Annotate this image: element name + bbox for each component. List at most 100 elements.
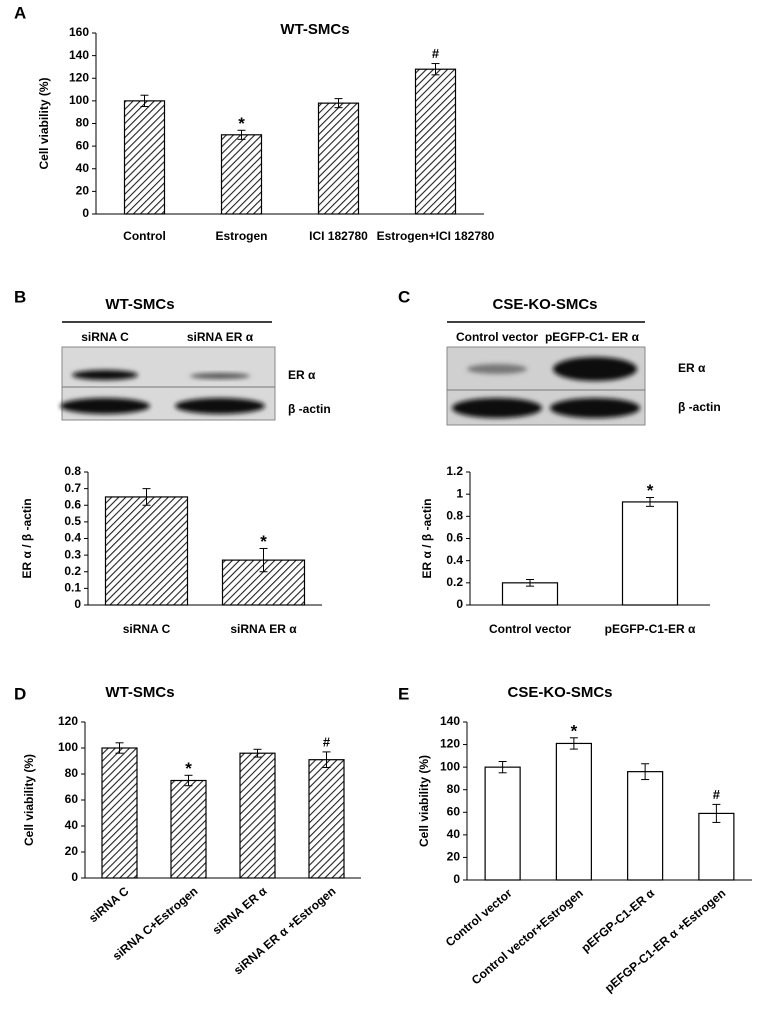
y-tick-label: 0.4	[64, 531, 81, 545]
y-tick-label: 60	[447, 804, 461, 818]
y-tick-label: 0.8	[64, 464, 81, 478]
bar	[104, 496, 189, 606]
y-tick-label: 0	[71, 870, 78, 884]
x-tick-label: siRNA C	[123, 622, 171, 636]
annotation: *	[647, 481, 654, 500]
y-tick-label: 0.3	[64, 547, 81, 561]
x-tick-label: siRNA C	[86, 884, 132, 926]
y-tick-label: 100	[69, 93, 89, 107]
x-tick-label: pEGFP-C1-ER α	[605, 622, 696, 636]
band-label: β -actin	[678, 400, 721, 414]
chart-title: WT-SMCs	[280, 21, 349, 38]
bar	[484, 766, 521, 881]
lane-label: siRNA C	[81, 330, 129, 344]
annotation: #	[432, 46, 440, 61]
y-tick-label: 0.2	[446, 575, 463, 589]
y-tick-label: 140	[440, 714, 460, 728]
band	[452, 398, 542, 418]
y-tick-label: 0.5	[64, 514, 81, 528]
band	[175, 398, 265, 414]
y-tick-label: 160	[69, 25, 89, 39]
bar	[308, 759, 345, 879]
y-tick-label: 0.7	[64, 481, 81, 495]
lane-label: pEGFP-C1- ER α	[545, 330, 640, 344]
bar	[101, 747, 138, 879]
annotation: *	[238, 114, 245, 133]
band-label: ER α	[288, 368, 316, 382]
lane-label: Control vector	[456, 330, 538, 344]
chart-title: WT-SMCs	[105, 684, 174, 701]
y-tick-label: 0.2	[64, 564, 81, 578]
blot-title: CSE-KO-SMCs	[492, 296, 597, 313]
panel-letter: D	[14, 684, 26, 703]
band	[60, 398, 150, 414]
bar	[414, 68, 457, 215]
band	[72, 370, 138, 380]
y-tick-label: 1	[456, 486, 463, 500]
y-tick-label: 80	[65, 766, 79, 780]
y-tick-label: 120	[58, 714, 78, 728]
band-label: ER α	[678, 361, 706, 375]
x-tick-label: siRNA ER α	[210, 884, 270, 938]
y-axis-label: Cell viability (%)	[22, 754, 36, 846]
lane-label: siRNA ER α	[187, 330, 254, 344]
panel-letter: E	[398, 684, 409, 703]
annotation: *	[185, 759, 192, 778]
y-tick-label: 20	[447, 850, 461, 864]
y-axis-label: ER α / β -actin	[20, 498, 34, 578]
y-tick-label: 100	[440, 759, 460, 773]
x-tick-label: Estrogen+ICI 182780	[377, 229, 495, 243]
y-tick-label: 100	[58, 740, 78, 754]
chart-title: CSE-KO-SMCs	[507, 684, 612, 701]
bar	[317, 102, 360, 215]
x-tick-label: Estrogen	[215, 229, 267, 243]
y-tick-label: 0.4	[446, 553, 463, 567]
y-tick-label: 0.1	[64, 581, 81, 595]
y-tick-label: 40	[447, 827, 461, 841]
y-tick-label: 80	[76, 116, 90, 130]
y-tick-label: 120	[69, 70, 89, 84]
y-tick-label: 60	[65, 792, 79, 806]
annotation: #	[323, 734, 331, 749]
y-tick-label: 0.6	[64, 497, 81, 511]
y-axis-label: Cell viability (%)	[417, 755, 431, 847]
bar	[170, 779, 207, 879]
x-tick-label: pEFGP-C1-ER α +Estrogen	[602, 886, 728, 995]
y-tick-label: 20	[65, 844, 79, 858]
band	[190, 373, 250, 379]
y-tick-label: 60	[76, 138, 90, 152]
y-tick-label: 1.2	[446, 464, 463, 478]
bar	[220, 134, 263, 215]
y-tick-label: 0.6	[446, 531, 463, 545]
y-tick-label: 0.8	[446, 509, 463, 523]
panel-letter: A	[14, 3, 26, 22]
band	[467, 364, 527, 374]
bar	[555, 742, 592, 881]
x-tick-label: Control vector	[443, 886, 515, 950]
y-tick-label: 20	[76, 184, 90, 198]
y-axis-label: ER α / β -actin	[420, 498, 434, 578]
y-tick-label: 140	[69, 48, 89, 62]
bar	[621, 501, 679, 606]
y-tick-label: 120	[440, 737, 460, 751]
x-tick-label: Control vector	[489, 622, 571, 636]
y-tick-label: 0	[456, 597, 463, 611]
y-axis-label: Cell viability (%)	[37, 77, 51, 169]
annotation: *	[260, 532, 267, 551]
band	[550, 398, 640, 418]
bar	[239, 752, 276, 879]
x-tick-label: Control	[123, 229, 166, 243]
y-tick-label: 0	[82, 206, 89, 220]
panel-letter: C	[398, 287, 410, 306]
blot-title: WT-SMCs	[105, 296, 174, 313]
y-tick-label: 0	[74, 597, 81, 611]
x-tick-label: siRNA ER α	[230, 622, 297, 636]
bar	[698, 812, 735, 881]
blot-c: CSE-KO-SMCs Control vector pEGFP-C1- ER …	[446, 296, 721, 426]
y-tick-label: 80	[447, 782, 461, 796]
blot-b: WT-SMCs siRNA C siRNA ER α ER α β -actin	[60, 296, 331, 421]
bar	[123, 100, 166, 215]
y-tick-label: 40	[65, 818, 79, 832]
band-label: β -actin	[288, 402, 331, 416]
